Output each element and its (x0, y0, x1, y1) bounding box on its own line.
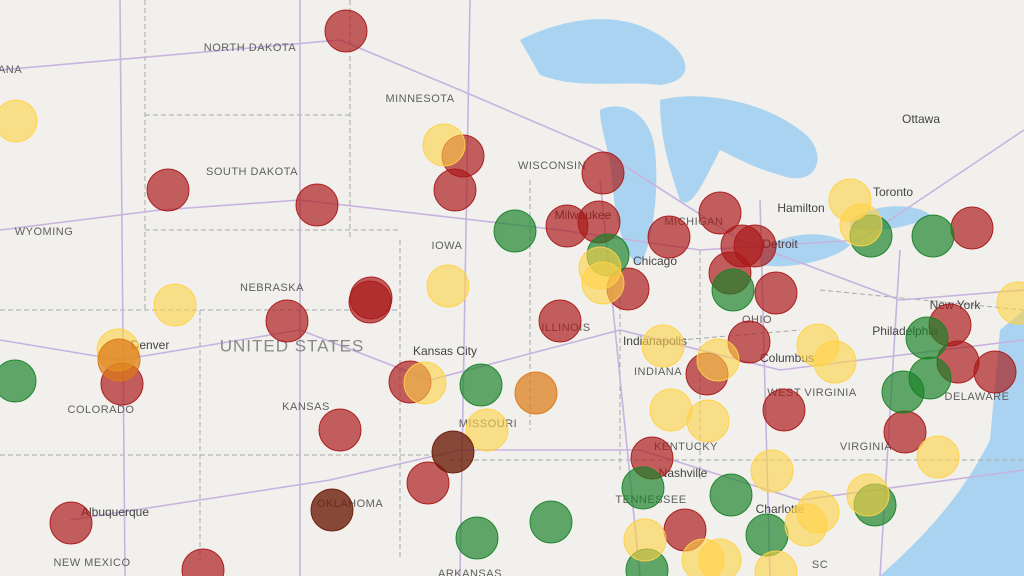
map-label: MINNESOTA (385, 93, 454, 105)
map-label: Hamilton (777, 201, 824, 215)
map-label: SOUTH DAKOTA (206, 166, 298, 178)
map-marker (754, 271, 798, 315)
map-label: Ottawa (902, 112, 940, 126)
map-label: KANSAS (282, 401, 330, 413)
map-marker (762, 388, 806, 432)
map-label: VIRGINIA (840, 441, 892, 453)
map-label: DELAWARE (945, 391, 1010, 403)
map-marker (406, 461, 450, 505)
map-marker (0, 99, 38, 143)
map-marker (641, 324, 685, 368)
map-marker (422, 123, 466, 167)
map-marker (181, 548, 225, 576)
map-marker (709, 473, 753, 517)
map-label: Albuquerque (81, 505, 149, 519)
map-label: INDIANA (634, 366, 682, 378)
map-marker (696, 338, 740, 382)
map-marker (950, 206, 994, 250)
map-marker (493, 209, 537, 253)
map-marker (813, 340, 857, 384)
map-marker (529, 500, 573, 544)
map-marker (649, 388, 693, 432)
map-label: COLORADO (68, 404, 135, 416)
map-marker (465, 408, 509, 452)
map-label: NORTH DAKOTA (204, 42, 297, 54)
map-marker (426, 264, 470, 308)
map-label: Nashville (659, 466, 708, 480)
map-marker (295, 183, 339, 227)
map-marker (754, 550, 798, 576)
map-marker (581, 151, 625, 195)
map-label: UNITED STATES (220, 336, 365, 355)
map-marker (49, 501, 93, 545)
map-label: WYOMING (15, 226, 74, 238)
map-label: Toronto (873, 185, 913, 199)
map-label: ANA (0, 64, 22, 76)
map-marker (97, 338, 141, 382)
map-label: NEBRASKA (240, 282, 304, 294)
map-marker (908, 356, 952, 400)
map-label: SC (812, 559, 828, 571)
map-marker (647, 215, 691, 259)
map-marker (733, 224, 777, 268)
map-marker (146, 168, 190, 212)
map-marker (310, 488, 354, 532)
map-label: NEW MEXICO (53, 557, 130, 569)
map-marker (318, 408, 362, 452)
map-label: IOWA (432, 240, 463, 252)
map-label: WISCONSIN (518, 160, 586, 172)
map-marker (916, 435, 960, 479)
map-label: Kansas City (413, 344, 477, 358)
map-marker (911, 214, 955, 258)
map-marker (581, 261, 625, 305)
map-marker (839, 203, 883, 247)
map-marker (973, 350, 1017, 394)
map-marker (455, 516, 499, 560)
map-marker (403, 361, 447, 405)
map-marker (459, 363, 503, 407)
map-marker (538, 299, 582, 343)
map-marker (686, 399, 730, 443)
map-marker (324, 9, 368, 53)
map-label: ARKANSAS (438, 568, 502, 576)
map-marker (621, 466, 665, 510)
map-marker (996, 281, 1024, 325)
map-marker (750, 449, 794, 493)
map-marker (514, 371, 558, 415)
map-marker (905, 316, 949, 360)
map-marker (153, 283, 197, 327)
map-marker (745, 513, 789, 557)
map-marker (698, 538, 742, 576)
map-marker (711, 268, 755, 312)
map-marker (846, 473, 890, 517)
map-marker (0, 359, 37, 403)
map-marker (265, 299, 309, 343)
map-label: Denver (131, 338, 170, 352)
map-marker (623, 518, 667, 562)
map-marker (698, 191, 742, 235)
map-marker (796, 490, 840, 534)
map-marker (431, 430, 475, 474)
map-marker (348, 280, 392, 324)
